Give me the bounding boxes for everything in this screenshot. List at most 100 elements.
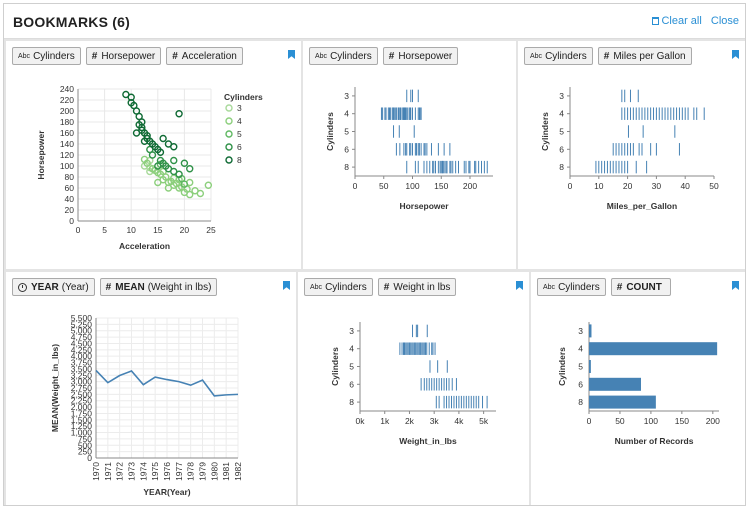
bookmark-icon[interactable] (288, 50, 295, 59)
x-tick-label: 30 (652, 181, 662, 191)
y-tick-label: 100 (60, 161, 74, 171)
y-tick-label: 5,250 (71, 319, 93, 329)
bookmark-icon[interactable] (732, 281, 739, 290)
field-pill[interactable]: Abc Cylinders (309, 47, 378, 65)
y-tick-label: 6 (559, 144, 564, 154)
bar (589, 324, 592, 338)
scatter-point (175, 110, 183, 118)
scatter-point (186, 165, 194, 173)
x-tick-label: 1971 (103, 462, 113, 481)
y-tick-label: 1,500 (71, 415, 93, 425)
bookmarks-dialog: BOOKMARKS (6) Clear all Close Abc Cylinde… (3, 3, 746, 506)
x-axis-label: YEAR(Year) (143, 487, 190, 497)
y-tick-label: 6 (578, 379, 583, 389)
y-axis-label: Cylinders (540, 112, 550, 151)
field-pill[interactable]: # Weight in lbs (377, 278, 457, 296)
x-axis-label: Weight_in_lbs (399, 436, 457, 446)
field-pill[interactable]: # Miles per Gallon (597, 47, 692, 65)
y-tick-label: 3 (344, 91, 349, 101)
x-tick-label: 150 (434, 181, 448, 191)
y-tick-label: 60 (65, 183, 75, 193)
scatter-chart: 0 5 10 15 20 25020406080100120140160180200220… (36, 84, 263, 251)
scatter-point (180, 180, 189, 188)
scatter-point (154, 178, 162, 187)
field-pill[interactable]: Abc Cylinders (12, 47, 81, 65)
strip-chart-mpg: 0 10 20 30 40 50 3 4 5 6 8 Miles_per_Gallon Cylinder… (540, 87, 719, 211)
bookmark-icon[interactable] (516, 281, 523, 290)
x-tick-label: 1977 (174, 462, 184, 481)
y-tick-label: 5,500 (71, 313, 93, 323)
y-axis-label: Cylinders (325, 112, 335, 151)
abc-icon: Abc (543, 283, 556, 291)
x-tick-label: 0 (353, 181, 358, 191)
x-tick-label: 20 (623, 181, 633, 191)
x-tick-label: 200 (463, 181, 477, 191)
scatter-point (140, 155, 149, 164)
x-tick-label: 40 (680, 181, 690, 191)
legend-symbol (225, 130, 233, 138)
y-tick-label: 4 (559, 109, 564, 119)
scatter-point (151, 143, 159, 151)
y-tick-label: 4 (349, 344, 354, 354)
y-tick-label: 8 (578, 397, 583, 407)
y-tick-label: 1,250 (71, 421, 93, 431)
field-pill[interactable]: Abc Cylinders (304, 278, 373, 296)
y-tick-label: 8 (349, 397, 354, 407)
y-tick-label: 5 (349, 362, 354, 372)
abc-icon: Abc (18, 52, 31, 60)
x-tick-label: 5 (102, 225, 107, 235)
x-tick-label: 1k (380, 416, 390, 426)
x-tick-label: 25 (206, 225, 216, 235)
bookmark-icon[interactable] (283, 281, 290, 290)
bookmark-icon[interactable] (732, 50, 739, 59)
scatter-point (204, 181, 213, 189)
scatter-point (175, 170, 183, 178)
y-tick-label: 40 (65, 194, 75, 204)
x-tick-label: 0 (568, 181, 573, 191)
trash-icon (652, 17, 660, 25)
y-tick-label: 5,000 (71, 326, 93, 336)
y-tick-label: 3,500 (71, 364, 93, 374)
y-tick-label: 0 (87, 453, 92, 463)
field-pill[interactable]: YEAR (Year) (12, 278, 95, 296)
encoding-pills: YEAR (Year) # MEAN (Weight in lbs) (12, 278, 218, 296)
scatter-point (196, 189, 205, 198)
field-pill[interactable]: Abc Cylinders (524, 47, 593, 65)
hash-icon: # (91, 50, 98, 62)
header-actions: Clear all Close (652, 15, 739, 27)
encoding-pills: Abc Cylinders # COUNT (537, 278, 671, 296)
bookmark-card-6: Abc Cylinders # COUNT 0 50 100 150 200 3 4 5 6 8 Num… (531, 272, 745, 505)
field-pill[interactable]: Abc Cylinders (537, 278, 606, 296)
field-pill[interactable]: # Acceleration (166, 47, 243, 65)
field-pill[interactable]: # Horsepower (85, 47, 162, 65)
strip-chart-horsepower: 0 50 100 150 200 3 4 5 6 8 Horsepower Cylinders (325, 87, 493, 211)
y-axis-label: Horsepower (36, 130, 46, 180)
scatter-point (162, 162, 170, 170)
y-tick-label: 220 (60, 95, 74, 105)
field-pill[interactable]: # MEAN (Weight in lbs) (99, 278, 218, 296)
hash-icon: # (105, 281, 112, 293)
bar (589, 360, 591, 373)
x-tick-label: 2k (405, 416, 415, 426)
encoding-pills: Abc Cylinders # Horsepower (309, 47, 459, 65)
legend-label: 5 (237, 129, 242, 139)
y-tick-label: 750 (78, 434, 92, 444)
y-tick-label: 20 (65, 205, 75, 215)
x-axis-label: Acceleration (119, 241, 170, 251)
y-tick-label: 4,000 (71, 351, 93, 361)
hash-icon: # (388, 50, 395, 62)
x-tick-label: 10 (594, 181, 604, 191)
x-tick-label: 0k (356, 416, 366, 426)
y-tick-label: 1,000 (71, 428, 93, 438)
y-tick-label: 3,000 (71, 377, 93, 387)
close-button[interactable]: Close (710, 15, 739, 27)
y-tick-label: 4,500 (71, 338, 93, 348)
x-tick-label: 10 (126, 225, 136, 235)
x-tick-label: 1973 (127, 462, 137, 481)
x-tick-label: 15 (153, 225, 163, 235)
field-pill[interactable]: # Horsepower (382, 47, 459, 65)
field-pill[interactable]: # COUNT (610, 278, 671, 296)
x-tick-label: 1975 (150, 462, 160, 481)
clear-all-button[interactable]: Clear all (652, 15, 702, 27)
x-tick-label: 3k (430, 416, 440, 426)
